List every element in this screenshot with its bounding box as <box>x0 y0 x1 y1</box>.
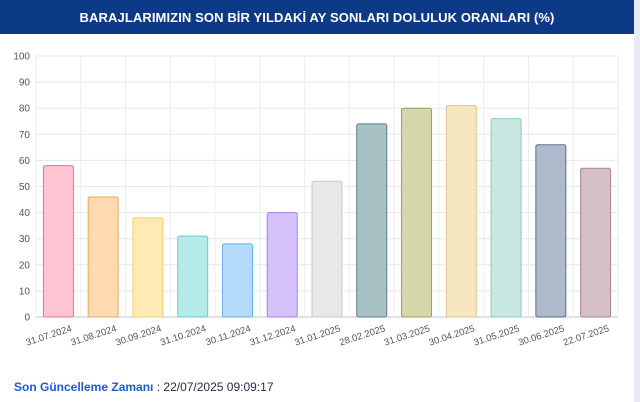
y-tick-label: 10 <box>19 286 31 297</box>
bar-31.03.2025[interactable] <box>401 107 433 318</box>
bar-31.07.2024[interactable] <box>42 165 74 318</box>
y-tick-label: 80 <box>19 104 31 115</box>
grid-lines <box>35 55 619 318</box>
x-tick-label: 30.09.2024 <box>114 323 163 348</box>
bar-31.05.2025[interactable] <box>490 118 522 318</box>
x-tick-label: 30.04.2025 <box>428 323 477 348</box>
x-tick-label: 31.10.2024 <box>159 323 208 348</box>
x-tick-label: 28.02.2025 <box>338 323 387 348</box>
x-tick-label: 31.08.2024 <box>69 323 118 348</box>
y-tick-label: 90 <box>19 78 31 89</box>
y-tick-label: 60 <box>19 156 31 167</box>
chart-title: BARAJLARIMIZIN SON BİR YILDAKİ AY SONLAR… <box>79 9 555 25</box>
x-tick-label: 31.12.2024 <box>249 323 298 348</box>
x-tick-label: 31.05.2025 <box>472 323 521 348</box>
y-tick-label: 100 <box>13 52 30 63</box>
x-tick-label: 31.03.2025 <box>383 323 432 348</box>
bar-31.08.2024[interactable] <box>87 196 119 318</box>
page-edge <box>634 0 640 402</box>
x-tick-label: 30.06.2025 <box>517 323 566 348</box>
bar-31.10.2024[interactable] <box>177 235 209 318</box>
x-axis-ticks: 31.07.202431.08.202430.09.202431.10.2024… <box>25 323 611 348</box>
bar-28.02.2025[interactable] <box>356 123 388 318</box>
chart-title-bar: BARAJLARIMIZIN SON BİR YILDAKİ AY SONLAR… <box>0 0 634 34</box>
last-update: Son Güncelleme Zamanı : 22/07/2025 09:09… <box>14 380 274 394</box>
y-tick-label: 40 <box>19 208 31 219</box>
y-tick-label: 20 <box>19 260 31 271</box>
bar-31.01.2025[interactable] <box>311 180 343 318</box>
last-update-separator: : <box>153 380 164 394</box>
bar-30.11.2024[interactable] <box>221 243 253 318</box>
bar-30.09.2024[interactable] <box>132 217 164 318</box>
last-update-value: 22/07/2025 09:09:17 <box>163 380 274 394</box>
bar-chart: 0 10 20 30 40 50 60 70 80 90 100 31.07.202431.08.2… <box>13 52 619 349</box>
bar-30.06.2025[interactable] <box>535 144 567 318</box>
y-axis-ticks: 0 10 20 30 40 50 60 70 80 90 100 <box>13 52 30 324</box>
x-tick-label: 31.07.2024 <box>25 323 74 348</box>
bar-22.07.2025[interactable] <box>580 167 612 318</box>
x-tick-label: 22.07.2025 <box>562 323 611 348</box>
y-tick-label: 30 <box>19 234 31 245</box>
y-tick-label: 0 <box>24 313 30 324</box>
y-tick-label: 50 <box>19 182 31 193</box>
bar-30.04.2025[interactable] <box>445 105 477 318</box>
bars <box>42 105 612 318</box>
x-tick-label: 31.01.2025 <box>293 323 342 348</box>
bar-31.12.2024[interactable] <box>266 212 298 318</box>
x-tick-label: 30.11.2024 <box>204 323 252 348</box>
last-update-label: Son Güncelleme Zamanı <box>14 380 154 394</box>
y-tick-label: 70 <box>19 130 31 141</box>
